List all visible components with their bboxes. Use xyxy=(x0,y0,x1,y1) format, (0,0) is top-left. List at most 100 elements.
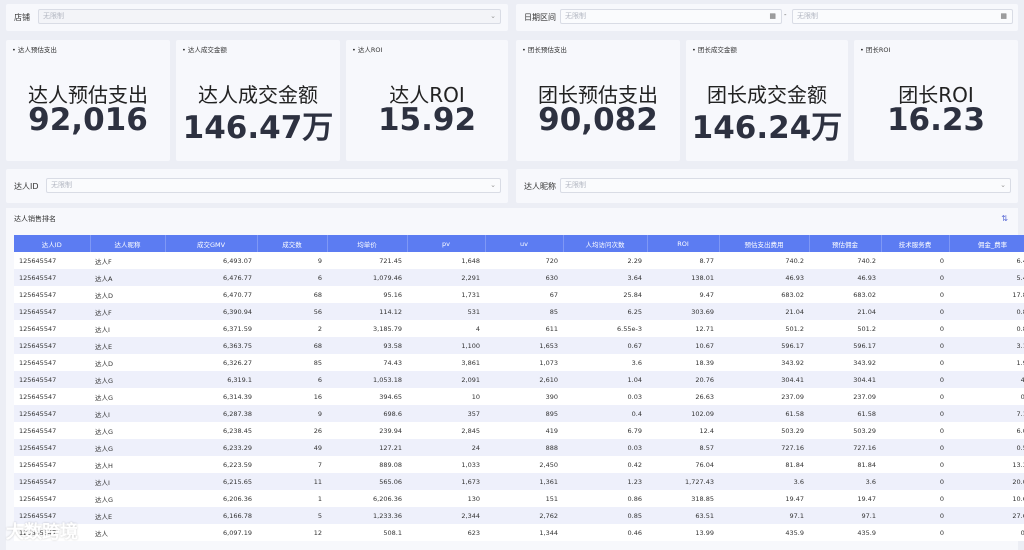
table-cell: 9 xyxy=(257,405,327,422)
table-cell: 0.86 xyxy=(563,490,647,507)
table-cell: 76.04 xyxy=(647,456,719,473)
store-select[interactable]: 无限制 ⌄ xyxy=(38,9,501,24)
column-header[interactable]: ROI xyxy=(647,235,720,252)
table-cell: 26 xyxy=(257,422,327,439)
table-cell: 125645547 xyxy=(14,507,90,524)
table-row[interactable]: 125645547 达人H 6,223.59 7 889.08 1,033 2,450 0.4… xyxy=(14,456,1024,473)
talent-nick-select[interactable]: 无限制 ⌄ xyxy=(560,178,1011,193)
calendar-icon[interactable]: ▦ xyxy=(1000,12,1007,20)
table-cell: 达人I xyxy=(90,320,165,337)
table-cell: 61.58 xyxy=(809,405,881,422)
table-cell: 2.29 xyxy=(563,252,647,269)
table-cell: 683.02 xyxy=(809,286,881,303)
table-cell: 2,762 xyxy=(485,507,563,524)
table-cell: 20.06 xyxy=(949,473,1024,490)
table-cell: 2 xyxy=(257,320,327,337)
table-cell: 0.8 xyxy=(949,388,1024,405)
table-row[interactable]: 125645547 达人E 6,166.78 5 1,233.36 2,344 2,762 0… xyxy=(14,507,1024,524)
table-cell: 97.1 xyxy=(719,507,809,524)
table-row[interactable]: 125645547 达人I 6,287.38 9 698.6 357 895 0.4 102.0… xyxy=(14,405,1024,422)
kpi-title: 团长ROI xyxy=(898,83,974,107)
table-cell: 0 xyxy=(881,371,949,388)
talent-id-select[interactable]: 无限制 ⌄ xyxy=(46,178,501,193)
table-cell: 435.9 xyxy=(809,524,881,541)
table-cell: 6,493.07 xyxy=(165,252,257,269)
table-cell: 239.94 xyxy=(327,422,407,439)
column-settings-icon[interactable]: ⇅ xyxy=(1001,214,1008,223)
table-cell: 19.47 xyxy=(809,490,881,507)
table-cell: 6,166.78 xyxy=(165,507,257,524)
table-header-row: 达人ID 达人昵称 成交GMV 成交数 均单价 pv uv 人均访问次数 ROI 预估支出费用 预估… xyxy=(14,235,1024,252)
table-cell: 501.2 xyxy=(809,320,881,337)
table-cell: 2,344 xyxy=(407,507,485,524)
table-row[interactable]: 125645547 达人D 6,470.77 68 95.16 1,731 67 25.84 9… xyxy=(14,286,1024,303)
column-header[interactable]: 达人ID xyxy=(14,235,91,252)
sales-ranking-table: 达人ID 达人昵称 成交GMV 成交数 均单价 pv uv 人均访问次数 ROI 预估支出费用 预估… xyxy=(14,235,1024,541)
table-cell: 343.92 xyxy=(809,354,881,371)
column-header[interactable]: uv xyxy=(485,235,564,252)
date-start-input[interactable]: 无限制 ▦ xyxy=(560,9,782,24)
table-row[interactable]: 125645547 达人G 6,319.1 6 1,053.18 2,091 2,610 1.… xyxy=(14,371,1024,388)
table-row[interactable]: 125645547 达人F 6,390.94 56 114.12 531 85 6.25 303… xyxy=(14,303,1024,320)
table-cell: 46.93 xyxy=(719,269,809,286)
table-cell: 3.6 xyxy=(719,473,809,490)
table-cell: 304.41 xyxy=(719,371,809,388)
table-row[interactable]: 125645547 达人E 6,363.75 68 93.58 1,100 1,653 0.6… xyxy=(14,337,1024,354)
table-cell: 0 xyxy=(881,490,949,507)
table-cell: 25.84 xyxy=(563,286,647,303)
table-cell: 97.1 xyxy=(809,507,881,524)
table-cell: 81.84 xyxy=(809,456,881,473)
table-cell: 3,861 xyxy=(407,354,485,371)
table-cell: 6.04 xyxy=(949,422,1024,439)
table-cell: 6,206.36 xyxy=(165,490,257,507)
table-cell: 1,731 xyxy=(407,286,485,303)
table-row[interactable]: 125645547 达人G 6,233.29 49 127.21 24 888 0.03 8.5… xyxy=(14,439,1024,456)
table-row[interactable]: 125645547 达人D 6,326.27 85 74.43 3,861 1,073 3.6… xyxy=(14,354,1024,371)
column-header[interactable]: 成交数 xyxy=(257,235,328,252)
column-header[interactable]: 均单价 xyxy=(327,235,408,252)
column-header[interactable]: 技术服务费 xyxy=(881,235,950,252)
column-header[interactable]: 佣金_费率 xyxy=(949,235,1024,252)
table-cell: 6.44 xyxy=(949,252,1024,269)
table-row[interactable]: 125645547 达人 6,097.19 12 508.1 623 1,344 0.46 13… xyxy=(14,524,1024,541)
table-cell: 1,344 xyxy=(485,524,563,541)
kpi-title: 达人成交金额 xyxy=(198,83,318,107)
table-cell: 138.01 xyxy=(647,269,719,286)
table-cell: 357 xyxy=(407,405,485,422)
table-cell: 698.6 xyxy=(327,405,407,422)
table-row[interactable]: 125645547 达人I 6,215.65 11 565.06 1,673 1,361 1.… xyxy=(14,473,1024,490)
table-cell: 8.57 xyxy=(647,439,719,456)
table-cell: 46.93 xyxy=(809,269,881,286)
table-cell: 达人H xyxy=(90,456,165,473)
table-cell: 95.16 xyxy=(327,286,407,303)
table-cell: 8.77 xyxy=(647,252,719,269)
table-cell: 19.47 xyxy=(719,490,809,507)
table-row[interactable]: 125645547 达人G 6,206.36 1 6,206.36 130 151 0.86 3… xyxy=(14,490,1024,507)
calendar-icon[interactable]: ▦ xyxy=(769,12,776,20)
column-header[interactable]: 人均访问次数 xyxy=(563,235,648,252)
table-cell: 6,206.36 xyxy=(327,490,407,507)
column-header[interactable]: 预估佣金 xyxy=(809,235,882,252)
table-row[interactable]: 125645547 达人G 6,314.39 16 394.65 10 390 0.03 26.… xyxy=(14,388,1024,405)
column-header[interactable]: 成交GMV xyxy=(165,235,258,252)
table-cell: 6,476.77 xyxy=(165,269,257,286)
table-cell: 0 xyxy=(881,354,949,371)
table-row[interactable]: 125645547 达人G 6,238.45 26 239.94 2,845 419 6.79… xyxy=(14,422,1024,439)
table-cell: 7 xyxy=(257,456,327,473)
table-row[interactable]: 125645547 达人A 6,476.77 6 1,079.46 2,291 630 3.6… xyxy=(14,269,1024,286)
column-header[interactable]: pv xyxy=(407,235,486,252)
table-cell: 0.85 xyxy=(563,507,647,524)
table-cell: 达人G xyxy=(90,439,165,456)
table-row[interactable]: 125645547 达人I 6,371.59 2 3,185.79 4 611 6.55e-3… xyxy=(14,320,1024,337)
table-cell: 1,653 xyxy=(485,337,563,354)
table-cell: 6.79 xyxy=(563,422,647,439)
table-cell: 6,215.65 xyxy=(165,473,257,490)
talent-id-filter-panel: 达人ID 无限制 ⌄ xyxy=(6,169,508,203)
store-label: 店铺 xyxy=(14,13,30,22)
date-end-input[interactable]: 无限制 ▦ xyxy=(792,9,1013,24)
column-header[interactable]: 预估支出费用 xyxy=(719,235,810,252)
column-header[interactable]: 达人昵称 xyxy=(90,235,166,252)
table-cell: 611 xyxy=(485,320,563,337)
kpi-value: 16.23 xyxy=(886,102,986,138)
table-row[interactable]: 125645547 达人F 6,493.07 9 721.45 1,648 720 2.29 8… xyxy=(14,252,1024,269)
